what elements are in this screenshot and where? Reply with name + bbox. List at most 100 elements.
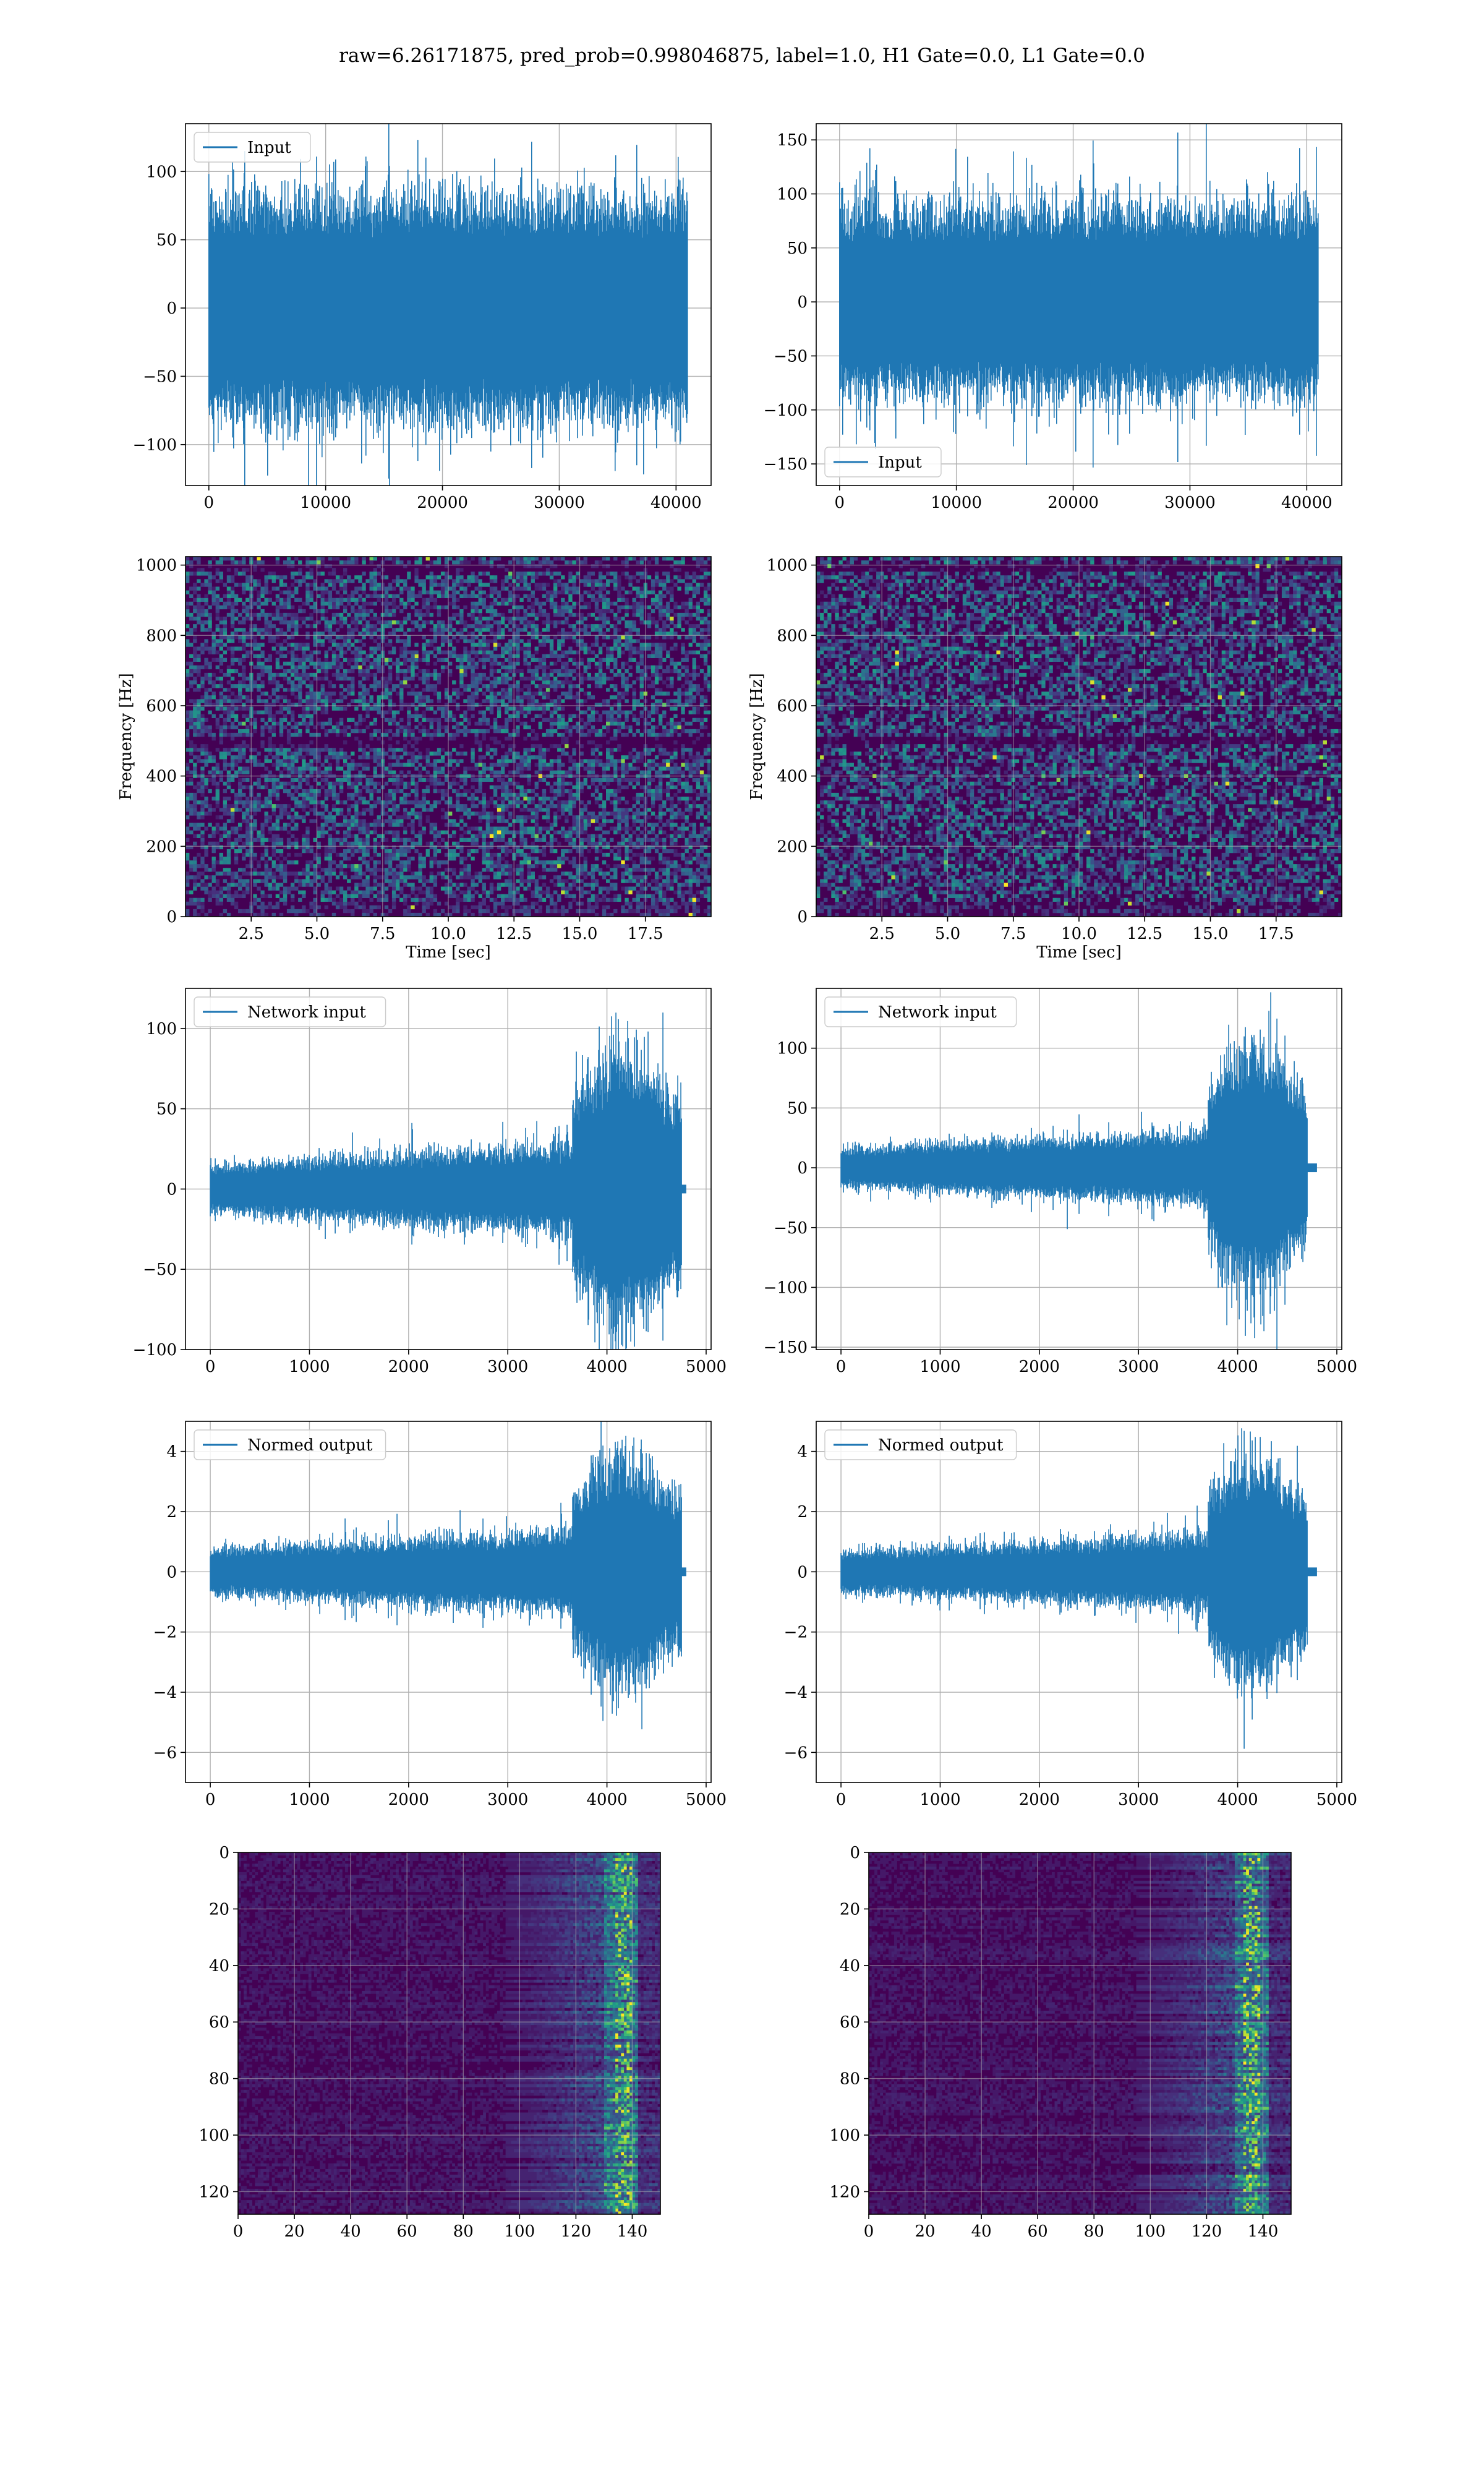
- chart-feat-l1: 0 20 40 60 80 100 120 140 0 20 40 60 80 100 120: [829, 1844, 1292, 2241]
- x-tick-label: 0: [233, 2222, 244, 2241]
- heatmap-cell-group: [1240, 691, 1245, 696]
- axes-frame: [185, 123, 712, 486]
- heatmap-cell-group: [497, 808, 501, 812]
- x-tick-label: 5000: [1316, 1358, 1357, 1376]
- ticks: 0 1000 2000 3000 4000 5000 −6 −4 −2 0 2 4: [153, 1443, 727, 1809]
- legend-box: [194, 1429, 386, 1460]
- heatmap-cell-group: [238, 1852, 661, 2215]
- heatmap-cell-group: [1075, 631, 1080, 636]
- heatmap-cell-group: [561, 890, 565, 894]
- y-tick-label: 100: [198, 2126, 229, 2145]
- legend-label: Normed output: [247, 1436, 373, 1455]
- x-tick-label: 4000: [587, 1791, 628, 1809]
- x-tick-label: 12.5: [1127, 925, 1162, 943]
- y-tick-label: 0: [850, 1844, 860, 1862]
- heatmap-cell-group: [880, 571, 1323, 894]
- heatmap-cell-group: [369, 557, 373, 561]
- ticks: 2.5 5.0 7.5 10.0 12.5 15.0 17.5 0 200 400 600 800 10…: [767, 557, 1294, 943]
- heatmap-cell-group: [670, 617, 674, 621]
- x-tick-label: 2000: [388, 1358, 429, 1376]
- x-tick-label: 3000: [487, 1791, 528, 1809]
- heatmap-cell-group: [1234, 1858, 1269, 2209]
- heatmap-cell-group: [1248, 808, 1252, 812]
- series-tail: [1307, 1163, 1317, 1173]
- legend: Network input: [194, 996, 386, 1027]
- x-tick-label: 5000: [686, 1358, 727, 1376]
- x-tick-label: 40: [971, 2222, 992, 2241]
- heatmap-cell-group: [1165, 601, 1169, 606]
- legend-box: [824, 996, 1017, 1027]
- ticks: 0 1000 2000 3000 4000 5000 −150 −100 −50 0 50 100: [764, 1040, 1357, 1376]
- y-tick-label: 1000: [136, 557, 177, 575]
- heatmap-cell-group: [1056, 777, 1060, 782]
- y-tick-label: −150: [764, 455, 808, 474]
- y-tick-label: 40: [840, 1957, 860, 1975]
- y-tick-label: −50: [774, 1219, 808, 1238]
- y-tick-label: 600: [777, 697, 808, 716]
- x-tick-label: 2000: [388, 1791, 429, 1809]
- heatmap-cell-group: [317, 560, 321, 565]
- heatmap-cell-group: [557, 864, 561, 868]
- heatmap-cell-group: [197, 564, 712, 914]
- heatmap-cell-group: [1217, 695, 1222, 700]
- heatmap-cell-group: [1064, 901, 1068, 906]
- y-axis-label: Frequency [Hz]: [748, 673, 766, 800]
- x-tick-label: 17.5: [1258, 925, 1294, 943]
- x-tick-label: 0: [835, 494, 845, 512]
- chart-norm-h1: 0 1000 2000 3000 4000 5000 −6 −4 −2 0 2 4 Normed out…: [153, 1421, 727, 1809]
- y-tick-label: 4: [797, 1443, 808, 1462]
- x-tick-label: 7.5: [1000, 925, 1026, 943]
- heatmap-cell-group: [666, 763, 670, 767]
- heatmap-cell-group: [662, 703, 667, 707]
- y-tick-label: −100: [764, 401, 808, 420]
- y-tick-label: 80: [209, 2070, 229, 2089]
- heatmap-cell-group: [820, 609, 1335, 898]
- x-tick-label: 12.5: [496, 925, 532, 943]
- x-tick-label: 5000: [686, 1791, 727, 1809]
- x-tick-label: 3000: [487, 1358, 528, 1376]
- axes-frame: [185, 556, 712, 917]
- chart-spec-l1: 2.5 5.0 7.5 10.0 12.5 15.0 17.5 0 200 400 600 800 10…: [748, 556, 1342, 962]
- y-tick-label: 100: [777, 186, 808, 204]
- heatmap-cell-group: [603, 1858, 638, 2209]
- x-tick-label: 4000: [1217, 1791, 1258, 1809]
- heatmap-cell-group: [692, 897, 696, 902]
- heatmap-cell-group: [208, 564, 712, 910]
- x-tick-label: 15.0: [1193, 925, 1229, 943]
- x-tick-label: 2.5: [239, 925, 264, 943]
- x-tick-label: 3000: [1118, 1791, 1159, 1809]
- heatmap-cell-group: [1127, 901, 1132, 906]
- ticks: 0 20 40 60 80 100 120 140 0 20 40 60 80 100 120: [198, 1844, 647, 2241]
- x-tick-label: 100: [505, 2222, 535, 2241]
- heatmap-cell-group: [200, 557, 708, 917]
- heatmap-cell-group: [944, 860, 948, 865]
- x-tick-label: 10000: [931, 494, 982, 512]
- heatmap-cell-group: [816, 557, 1339, 891]
- heatmap-cell-group: [497, 830, 501, 834]
- x-tick-label: 20000: [1047, 494, 1099, 512]
- y-tick-label: 100: [146, 163, 177, 181]
- heatmap-cells: [238, 1852, 661, 2215]
- chart-net-l1: 0 1000 2000 3000 4000 5000 −150 −100 −50 0 50 100 Ne…: [764, 988, 1357, 1376]
- y-tick-label: 400: [146, 768, 177, 786]
- heatmap-cell-group: [677, 725, 681, 730]
- series-line: [208, 124, 688, 486]
- y-tick-label: 0: [166, 1180, 177, 1199]
- y-tick-label: −6: [153, 1744, 177, 1762]
- y-tick-label: 100: [146, 1020, 177, 1038]
- heatmap-cell-group: [354, 864, 359, 868]
- y-tick-label: 200: [146, 837, 177, 856]
- x-tick-label: 7.5: [370, 925, 395, 943]
- y-tick-label: 20: [209, 1900, 229, 1919]
- legend-label: Network input: [247, 1003, 366, 1022]
- series-tail: [681, 1184, 686, 1194]
- heatmap-cell-group: [523, 797, 527, 801]
- heatmap-cell-group: [827, 560, 1339, 902]
- heatmap-cell-group: [992, 755, 997, 760]
- y-tick-label: 100: [777, 1040, 808, 1058]
- x-tick-label: 40000: [650, 494, 702, 512]
- y-tick-label: 4: [166, 1443, 177, 1462]
- y-tick-label: 0: [797, 1159, 808, 1178]
- axes-frame: [816, 556, 1342, 917]
- x-tick-label: 5000: [1316, 1791, 1357, 1809]
